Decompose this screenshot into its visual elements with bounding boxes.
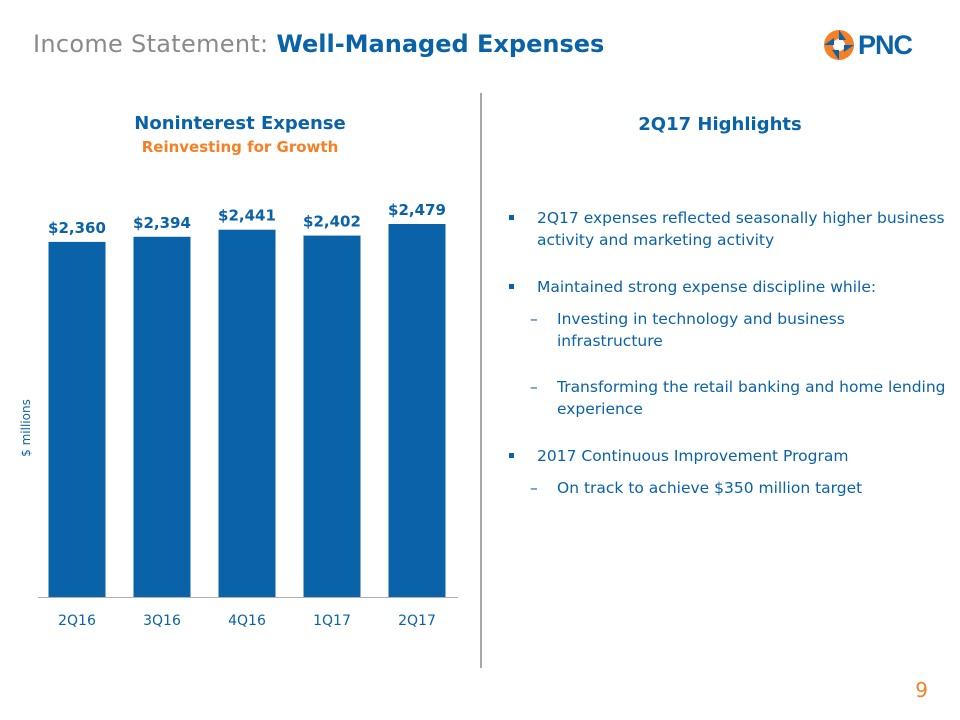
highlight-item: Maintained strong expense discipline whi…: [508, 276, 948, 420]
highlight-sub-item: – On track to achieve $350 million target: [508, 477, 948, 499]
slide-title: Income Statement: Well-Managed Expenses: [33, 30, 604, 58]
highlight-item: 2017 Continuous Improvement Program – On t…: [508, 445, 948, 499]
chart-subtitle: Reinvesting for Growth: [141, 138, 339, 156]
highlight-text: 2017 Continuous Improvement Program: [537, 447, 849, 465]
square-bullet-icon: [509, 453, 514, 458]
square-bullet-icon: [509, 215, 514, 220]
sub-list: – On track to achieve $350 million target: [508, 477, 948, 499]
highlight-sub-item: – Transforming the retail banking and hom…: [508, 376, 948, 420]
bar-4Q16: [218, 229, 276, 597]
x-tick-3Q16: 3Q16: [143, 613, 181, 629]
pnc-logo: PNC: [822, 28, 913, 62]
data-label-2Q17: $2,479: [388, 201, 446, 219]
x-tick-1Q17: 1Q17: [313, 613, 351, 629]
bar-3Q16: [133, 236, 191, 597]
bar-chart: $2,360 2Q16 $2,394 3Q16 $2,441 4Q16 $2,402 1Q17…: [38, 201, 458, 629]
bar-1Q17: [303, 235, 361, 597]
dash-bullet-icon: –: [530, 310, 538, 328]
highlight-sub-text: Transforming the retail banking and home…: [557, 378, 946, 418]
logo-text: PNC: [858, 29, 913, 60]
highlight-text: Maintained strong expense discipline whi…: [537, 278, 877, 296]
highlight-item: 2Q17 expenses reflected seasonally highe…: [508, 207, 948, 251]
x-tick-4Q16: 4Q16: [228, 613, 266, 629]
x-tick-2Q17: 2Q17: [398, 613, 436, 629]
divider: [480, 93, 482, 668]
highlight-sub-text: On track to achieve $350 million target: [557, 479, 863, 497]
data-label-2Q16: $2,360: [48, 219, 106, 237]
dash-bullet-icon: –: [530, 378, 538, 396]
bar-2Q16: [48, 241, 106, 597]
highlights-list: 2Q17 expenses reflected seasonally highe…: [508, 207, 948, 524]
dash-bullet-icon: –: [530, 479, 538, 497]
sub-list: – Investing in technology and business in…: [508, 308, 948, 420]
highlight-text: 2Q17 expenses reflected seasonally highe…: [537, 209, 945, 249]
data-label-3Q16: $2,394: [133, 214, 191, 232]
pnc-logo-icon: [824, 30, 854, 60]
data-label-4Q16: $2,441: [218, 207, 276, 225]
page-number: 9: [915, 678, 928, 702]
highlights-title: 2Q17 Highlights: [638, 114, 802, 135]
bar-2Q17: [388, 224, 446, 597]
square-bullet-icon: [509, 284, 514, 289]
title-prefix: Income Statement:: [33, 30, 277, 58]
data-label-1Q17: $2,402: [303, 213, 361, 231]
highlight-sub-item: – Investing in technology and business in…: [508, 308, 948, 352]
title-emphasis: Well-Managed Expenses: [276, 30, 605, 58]
highlight-sub-text: Investing in technology and business inf…: [557, 310, 845, 350]
x-tick-2Q16: 2Q16: [58, 613, 96, 629]
chart-title: Noninterest Expense: [134, 113, 346, 134]
